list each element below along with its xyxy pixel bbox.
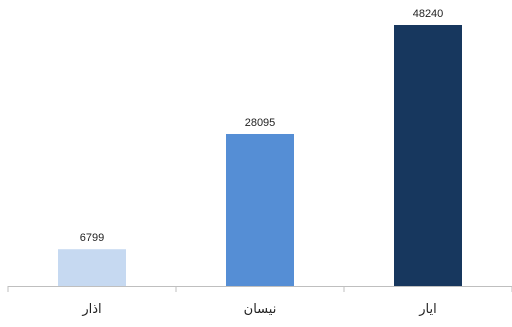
bar (226, 133, 294, 286)
x-axis-ticks (7, 286, 512, 292)
bar (394, 25, 462, 286)
category-label: نيسان (244, 301, 277, 316)
data-label: 28095 (245, 117, 276, 129)
category-labels-group: اذار نيسان ايار (81, 301, 436, 317)
category-label: اذار (81, 301, 101, 317)
data-label: 48240 (413, 8, 444, 20)
data-labels-group: 6799 28095 48240 (80, 8, 444, 244)
data-label: 6799 (80, 232, 104, 244)
bar (58, 249, 126, 286)
bars-group (58, 25, 462, 286)
category-label: ايار (418, 301, 436, 317)
